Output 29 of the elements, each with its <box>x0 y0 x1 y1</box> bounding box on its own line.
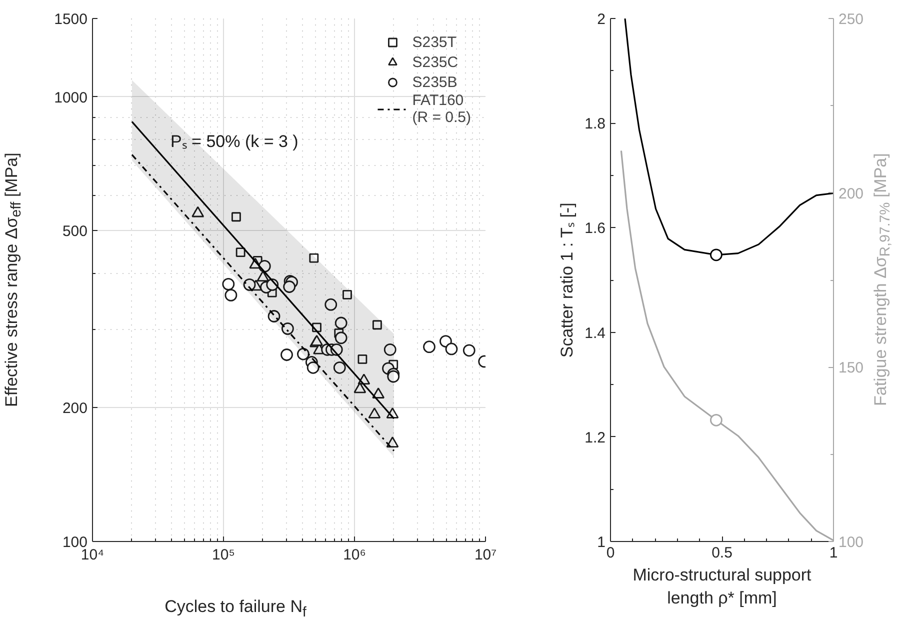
y-tick-label: 1.8 <box>584 116 606 133</box>
x-tick-label: 10⁷ <box>474 546 497 564</box>
x-tick-label: 0 <box>606 544 615 562</box>
x-axis-title: Micro-structural support length ρ* [mm] <box>632 566 812 608</box>
y-tick-label: 500 <box>62 223 88 240</box>
y-tick-label: 1.2 <box>584 429 606 446</box>
y-tick-label: 1000 <box>54 89 88 106</box>
y-tick-label: 1 <box>597 534 606 551</box>
x-tick-label: 10⁵ <box>212 546 235 564</box>
y-tick-label: 1500 <box>54 11 88 28</box>
y2-tick-label: 250 <box>838 11 864 28</box>
y-tick-label: 200 <box>62 400 88 418</box>
y2-tick-label: 100 <box>838 534 864 551</box>
y2-tick-label: 200 <box>838 185 864 202</box>
x-axis-title: Cycles to failure N$_{f}$ <box>164 596 308 622</box>
x-tick-label: 10⁶ <box>343 546 366 564</box>
legend-label: S235C <box>412 53 458 71</box>
x-tick-label: 10⁴ <box>80 546 104 564</box>
x-tick-label: 1 <box>829 544 838 562</box>
legend-label: S235B <box>412 73 458 91</box>
y-tick-label: 1.4 <box>584 324 606 342</box>
y2-tick-label: 150 <box>838 360 864 377</box>
annotation: Pₛ = 50% (k = 3 ) <box>170 132 298 151</box>
x-tick-label: 0.5 <box>712 544 732 562</box>
y-tick-label: 1.6 <box>584 220 606 238</box>
y-tick-label: 2 <box>597 11 606 28</box>
legend-label: FAT160 (R = 0.5) <box>412 92 471 126</box>
y-axis-title: Scatter ratio 1 : Tₛ [-] <box>558 202 577 358</box>
legend-label: S235T <box>412 33 456 51</box>
